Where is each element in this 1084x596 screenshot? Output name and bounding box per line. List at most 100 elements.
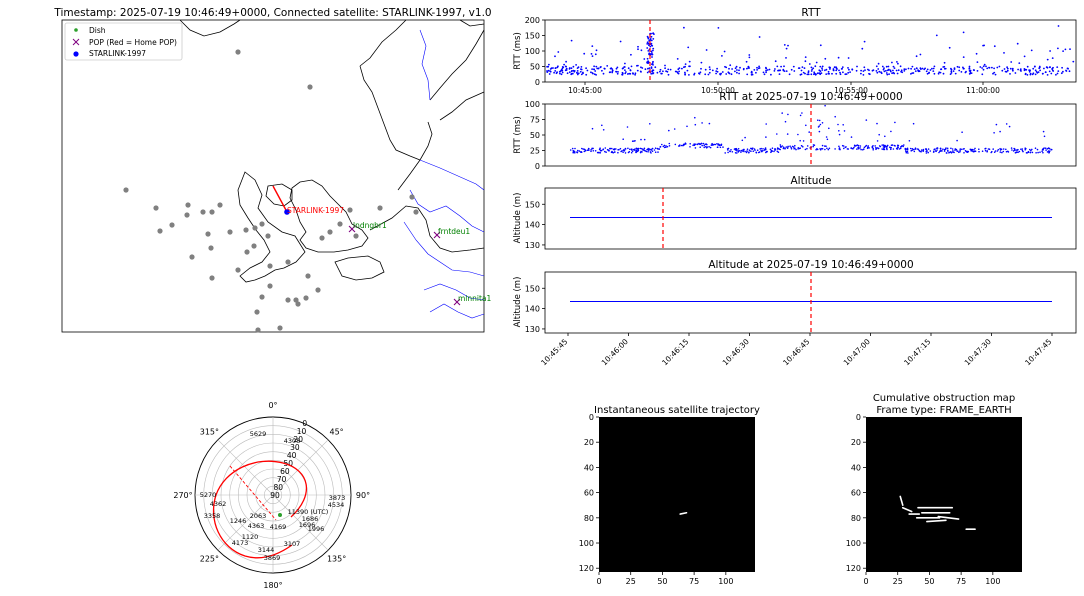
rtt-zoom-point xyxy=(917,148,920,151)
rtt-zoom-point xyxy=(604,147,607,149)
rtt-point xyxy=(580,73,583,76)
rtt-point xyxy=(683,26,685,29)
rtt-zoom-point xyxy=(874,145,876,147)
rtt-point xyxy=(1050,72,1053,75)
rtt-point xyxy=(1003,68,1006,70)
rtt-zoom-point xyxy=(786,147,789,149)
rtt-zoom-point xyxy=(865,144,868,147)
rtt-point xyxy=(734,67,737,70)
rtt-zoom-point xyxy=(818,130,821,133)
rtt-zoom-point xyxy=(765,150,768,153)
rtt-point xyxy=(994,73,997,76)
rtt-zoom-point xyxy=(1045,149,1047,151)
rtt-zoom-point xyxy=(900,146,902,148)
obstruction-segment xyxy=(679,511,688,515)
rtt-point xyxy=(810,66,813,69)
rtt-point xyxy=(774,60,777,63)
rtt-zoom-point xyxy=(765,136,767,138)
rtt-zoom-point xyxy=(884,135,886,138)
rtt-zoom-point xyxy=(1005,150,1008,153)
rtt-zoom-point xyxy=(700,142,703,145)
rtt-zoom-point xyxy=(838,133,841,136)
rtt-zoom-point xyxy=(637,149,640,152)
rtt-zoom-point xyxy=(622,151,624,153)
rtt-zoom-point xyxy=(765,123,767,125)
rtt-zoom-point xyxy=(611,147,613,150)
rtt-point xyxy=(1069,48,1071,50)
rtt-point xyxy=(1014,72,1017,74)
rtt-zoom-point xyxy=(743,149,745,151)
rtt-zoom-point xyxy=(826,147,828,150)
rtt-zoom-point xyxy=(745,151,748,154)
rtt-zoom-point xyxy=(872,147,874,150)
rtt-point xyxy=(942,66,945,68)
map-connected-satellite xyxy=(284,209,290,215)
rtt-point xyxy=(877,68,880,70)
rtt-zoom-point xyxy=(737,148,740,150)
rtt-zoom-point xyxy=(643,149,646,152)
rtt-zoom-point xyxy=(662,145,665,148)
rtt-zoom-point xyxy=(838,130,840,132)
rtt-zoom-point xyxy=(748,151,750,153)
rtt-zoom-point xyxy=(867,145,869,147)
rtt-zoom-point xyxy=(694,116,696,119)
rtt-point xyxy=(976,70,979,72)
rtt-point xyxy=(979,66,982,68)
altitude-zoom-xtick-label: 10:45:45 xyxy=(539,337,569,367)
map-satellite-point-27 xyxy=(259,294,265,300)
rtt-spike-point xyxy=(650,44,653,47)
map-satellite-point-35 xyxy=(255,327,261,333)
rtt-zoom-point xyxy=(821,148,824,150)
rtt-zoom-point xyxy=(911,148,914,150)
rtt-point xyxy=(938,71,941,74)
rtt-zoom-point xyxy=(1001,151,1003,154)
rtt-zoom-point xyxy=(784,120,787,123)
rtt-zoom-point xyxy=(612,152,614,154)
rtt-point xyxy=(594,70,597,72)
rtt-point xyxy=(962,66,964,69)
rtt-zoom-point xyxy=(877,147,880,150)
rtt-point xyxy=(1051,68,1054,70)
rtt-point xyxy=(835,72,838,75)
rtt-point xyxy=(1055,73,1057,76)
rtt-title: RTT xyxy=(801,7,821,19)
rtt-ytick-label: 150 xyxy=(525,32,540,41)
rtt-point xyxy=(847,71,850,74)
altitude-zoom-x-ticks: 10:45:45 10:46:00 10:46:15 10:46:30 10:46:45… xyxy=(539,333,1054,367)
rtt-point xyxy=(896,61,898,63)
rtt-zoom-point xyxy=(639,147,642,150)
rtt-zoom-point xyxy=(602,129,605,131)
rtt-point xyxy=(689,65,691,68)
rtt-zoom-point xyxy=(602,148,604,151)
polar-dish-point xyxy=(278,513,282,517)
rtt-zoom-point xyxy=(812,145,814,148)
map-satellite-point-30 xyxy=(295,301,301,307)
heatmap-xtick-label: 0 xyxy=(596,577,601,586)
map-satellite-point-26 xyxy=(305,273,311,279)
rtt-zoom-point xyxy=(920,149,923,151)
polar-angle-label: 135° xyxy=(327,555,346,564)
rtt-point xyxy=(919,53,922,56)
rtt-zoom-point xyxy=(641,147,643,150)
rtt-zoom-point xyxy=(834,115,836,118)
rtt-point xyxy=(591,45,594,47)
rtt-point xyxy=(700,61,703,64)
map-satellite-link xyxy=(272,185,288,213)
rtt-zoom-point xyxy=(886,144,889,147)
heatmap-xtick-label: 50 xyxy=(924,577,934,586)
map-satellite-point-25 xyxy=(267,283,273,289)
polar-point-label: 1686 xyxy=(302,515,319,523)
rtt-zoom-point xyxy=(703,144,705,147)
rtt-zoom-point xyxy=(1008,125,1011,128)
rtt-zoom-point xyxy=(698,142,700,145)
rtt-zoom-point xyxy=(934,148,936,150)
rtt-point xyxy=(711,69,714,72)
rtt-point xyxy=(566,72,569,75)
legend-pop-label: POP (Red = Home POP) xyxy=(89,38,177,47)
rtt-point xyxy=(968,65,971,68)
rtt-zoom-point xyxy=(705,145,707,148)
rtt-zoom-point xyxy=(799,114,802,117)
rtt-zoom-point xyxy=(1005,123,1008,125)
rtt-spike-point xyxy=(652,32,655,35)
obstruction-segment xyxy=(899,495,904,507)
